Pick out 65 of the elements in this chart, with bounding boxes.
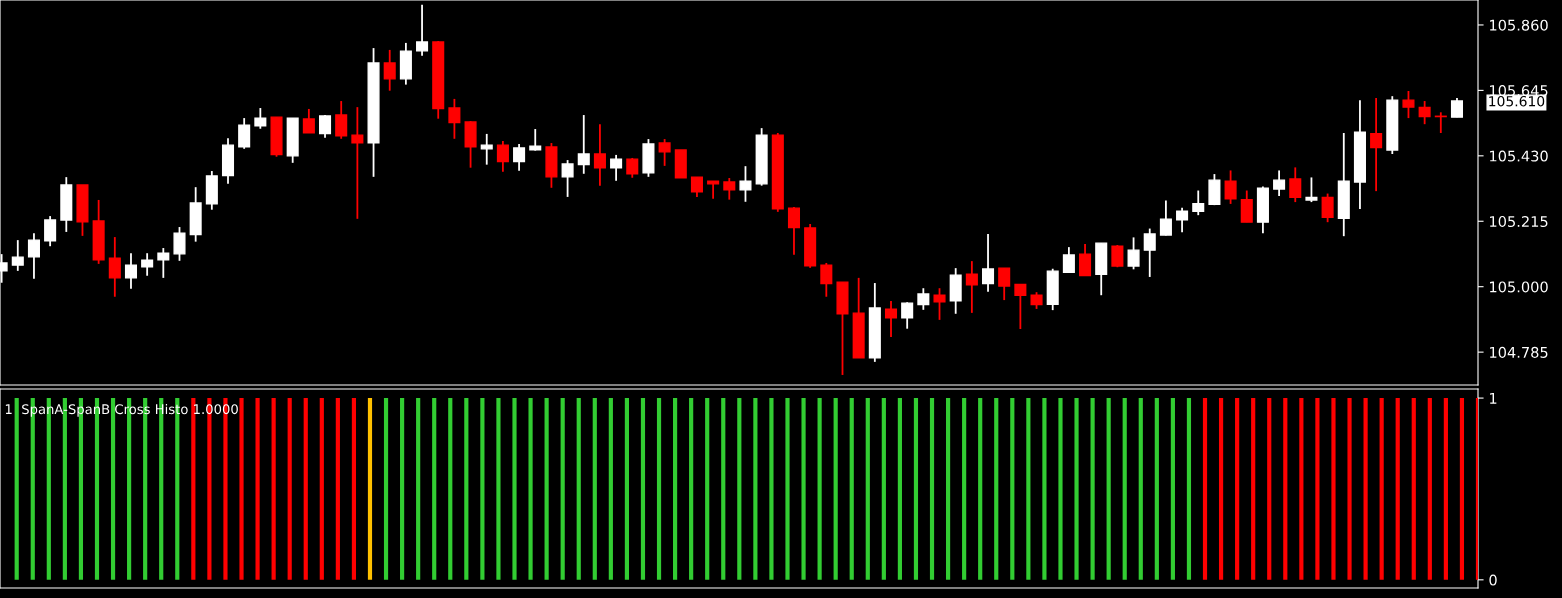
candlestick: [383, 49, 396, 92]
y-tick-label: 1: [1490, 393, 1497, 404]
candlestick: [254, 107, 267, 130]
candlestick: [739, 165, 752, 203]
candlestick: [1014, 283, 1027, 330]
candlestick: [1159, 199, 1172, 237]
candlestick: [1079, 243, 1092, 277]
y-tick-label: 105.645: [1490, 85, 1548, 97]
candlestick: [1176, 206, 1189, 234]
candlestick: [965, 260, 978, 314]
candlestick: [690, 176, 703, 198]
candlestick: [561, 159, 574, 198]
candlestick: [1273, 169, 1286, 197]
candlestick: [448, 98, 461, 140]
candlestick: [1305, 176, 1318, 203]
candlestick: [1289, 166, 1302, 203]
candlestick: [933, 287, 946, 321]
candlestick: [351, 106, 364, 220]
candlestick: [820, 262, 833, 298]
candlestick: [496, 140, 509, 173]
candlestick: [1450, 97, 1464, 119]
candlestick: [141, 252, 154, 277]
candlestick: [238, 117, 251, 150]
candlestick: [1192, 189, 1205, 217]
y-tick-label: 104.785: [1490, 346, 1548, 358]
text: 105.610: [1489, 95, 1545, 107]
candlestick: [416, 3, 429, 57]
candlestick: [27, 232, 40, 280]
candlestick: [723, 177, 736, 201]
candlestick: [577, 114, 590, 175]
candlestick: [593, 123, 606, 187]
y-tick-label: 0: [1489, 574, 1497, 586]
candlestick: [658, 138, 671, 167]
candlestick: [787, 206, 801, 256]
candlestick: [1402, 90, 1415, 119]
candlestick: [981, 233, 995, 293]
candlestick: [302, 108, 315, 134]
candlestick: [318, 114, 332, 139]
candlestick: [901, 301, 914, 330]
candlestick: [884, 300, 898, 338]
candlestick: [480, 133, 493, 166]
y-tick-label: 105.000: [1490, 281, 1548, 293]
candlestick: [1062, 246, 1075, 274]
candlestick: [44, 215, 57, 248]
y-tick-label: 105.430: [1490, 150, 1548, 162]
y-tick-label: 105.860: [1490, 19, 1548, 31]
candlestick: [1321, 192, 1334, 224]
candlestick: [1127, 236, 1140, 271]
candlestick: [335, 100, 348, 140]
candlestick: [1143, 227, 1156, 278]
candlestick: [157, 247, 170, 279]
candlestick: [124, 252, 138, 290]
candlestick: [610, 154, 623, 182]
candlestick: [11, 239, 24, 272]
candlestick: [108, 236, 121, 298]
candlestick: [1370, 97, 1383, 193]
y-tick-label: 105.215: [1490, 215, 1548, 228]
candlestick: [998, 267, 1011, 301]
candlestick: [1240, 189, 1253, 224]
candlestick: [173, 226, 186, 262]
candlestick: [1418, 100, 1431, 126]
candlestick: [917, 287, 930, 311]
candlestick: [1224, 169, 1237, 205]
candlestick: [513, 143, 526, 172]
candlestick: [529, 128, 542, 152]
